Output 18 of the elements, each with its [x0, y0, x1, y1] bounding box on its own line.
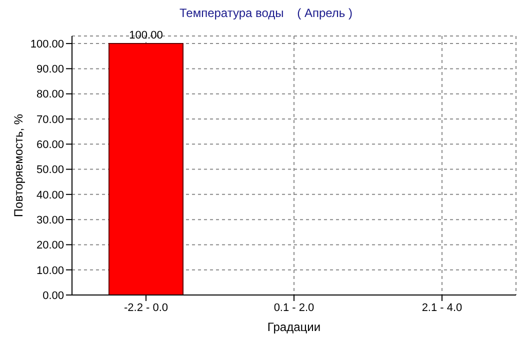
y-tick-label: 90.00 [36, 64, 64, 76]
y-tick-label: 100.00 [30, 38, 64, 50]
y-tick-label: 80.00 [36, 88, 64, 101]
y-tick-label: 50.00 [36, 164, 64, 176]
x-axis-title: Градации [267, 320, 321, 334]
x-tick-label: 0.1 - 2.0 [274, 302, 314, 314]
x-tick-label: -2.2 - 0.0 [124, 302, 168, 314]
chart-title: Температура воды ( Апрель ) [178, 6, 354, 20]
y-tick-label: 20.00 [36, 240, 64, 252]
x-tick-label: 2.1 - 4.0 [422, 302, 462, 314]
y-tick-label: 40.00 [36, 189, 64, 202]
y-tick-label: 10.00 [36, 264, 64, 277]
y-tick-label: 70.00 [36, 114, 64, 126]
y-axis-title: Повторяемость, % [11, 114, 26, 218]
data-label: 100.00 [129, 30, 163, 42]
y-tick-label: 30.00 [36, 214, 64, 226]
y-tick-label: 60.00 [36, 139, 64, 152]
y-tick-label: 0.00 [42, 290, 64, 302]
